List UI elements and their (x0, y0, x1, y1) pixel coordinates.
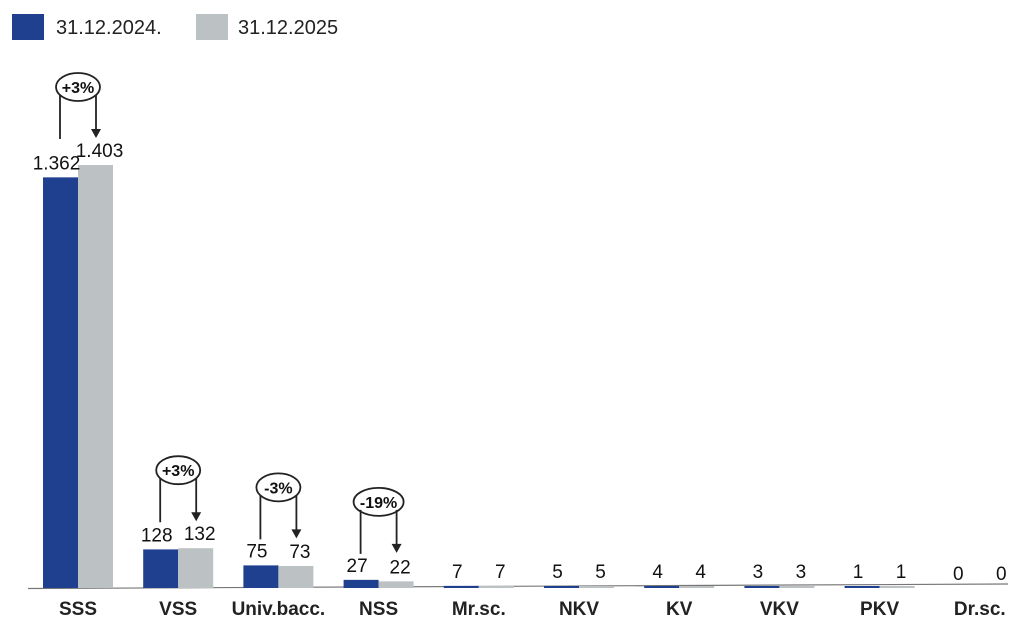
legend-label: 31.12.2025 (238, 17, 338, 39)
data-label: 3 (796, 562, 807, 583)
data-label: 75 (246, 541, 267, 562)
legend: 31.12.2024. 31.12.2025 (12, 14, 338, 40)
bar-SSS-31.12.2025 (78, 165, 113, 588)
category-labels: SSS VSS Univ.bacc. NSS Mr.sc. NKV KV VKV PKV Dr.s… (59, 599, 1006, 620)
data-label: 5 (595, 562, 606, 583)
arrow-down-icon (291, 529, 302, 539)
data-label: 132 (184, 524, 216, 545)
arrow-down-icon (391, 543, 402, 553)
bar-NKV-31.12.2024. (544, 586, 579, 588)
change-connector (359, 509, 398, 554)
data-label: 3 (753, 562, 764, 583)
change-annotations: +3% +3% -3% -19% (55, 72, 405, 554)
data-label: 128 (141, 525, 173, 546)
bar-SSS-31.12.2024. (43, 177, 78, 588)
category-label: PKV (860, 599, 899, 620)
change-badge (155, 455, 202, 486)
data-label: 22 (390, 557, 411, 578)
category-label: VKV (760, 599, 799, 620)
data-label: 73 (289, 542, 310, 563)
data-label: 4 (695, 562, 706, 583)
data-label: 4 (652, 562, 663, 583)
data-label: 5 (552, 562, 563, 583)
bar-NSS-31.12.2025 (378, 581, 414, 588)
change-badge (352, 486, 405, 517)
category-label: VSS (159, 599, 197, 620)
category-label: Univ.bacc. (232, 599, 326, 620)
data-label: 0 (953, 564, 964, 585)
data-label: 1.362 (33, 153, 81, 174)
change-connector (159, 478, 198, 523)
category-label: KV (666, 599, 693, 620)
arrow-down-icon (191, 512, 202, 522)
legend-swatch (12, 14, 44, 40)
bar-VSS-31.12.2025 (178, 548, 214, 588)
bar-PKV-31.12.2024. (844, 586, 880, 588)
category-label: SSS (59, 599, 97, 620)
category-label: NKV (559, 599, 599, 620)
category-label: Dr.sc. (954, 599, 1006, 620)
bar-KV-31.12.2024. (644, 586, 680, 588)
change-badge (255, 472, 302, 503)
bar-Mr.sc.-31.12.2025 (478, 585, 514, 588)
legend-swatch (196, 14, 228, 40)
arrow-down-icon (91, 129, 101, 138)
bar-Univ.bacc.-31.12.2025 (278, 565, 314, 588)
bar-Univ.bacc.-31.12.2024. (243, 565, 279, 588)
change-percent: +3% (162, 463, 194, 480)
data-label: 7 (452, 562, 463, 583)
data-label: 1 (896, 562, 907, 583)
change-percent: -19% (360, 495, 397, 512)
change-percent: -3% (264, 480, 292, 497)
change-connector (59, 95, 97, 139)
category-label: NSS (359, 599, 398, 620)
bar-NKV-31.12.2025 (579, 586, 614, 588)
bar-VKV-31.12.2025 (779, 586, 815, 588)
data-label: 0 (996, 564, 1007, 585)
legend-label: 31.12.2024. (56, 17, 162, 39)
data-label: 1 (853, 562, 864, 583)
data-label: 1.403 (76, 141, 124, 162)
bar-PKV-31.12.2025 (879, 586, 915, 588)
change-badge (55, 72, 101, 102)
bars (43, 165, 915, 588)
bar-Mr.sc.-31.12.2024. (443, 585, 479, 588)
bar-KV-31.12.2025 (679, 586, 715, 588)
change-connector (259, 495, 298, 540)
category-label: Mr.sc. (452, 599, 506, 620)
data-label: 27 (347, 556, 368, 577)
change-percent: +3% (62, 80, 94, 97)
bar-NSS-31.12.2024. (343, 579, 379, 588)
data-label: 7 (495, 562, 506, 583)
bar-VKV-31.12.2024. (744, 586, 780, 588)
bar-VSS-31.12.2024. (143, 549, 179, 588)
